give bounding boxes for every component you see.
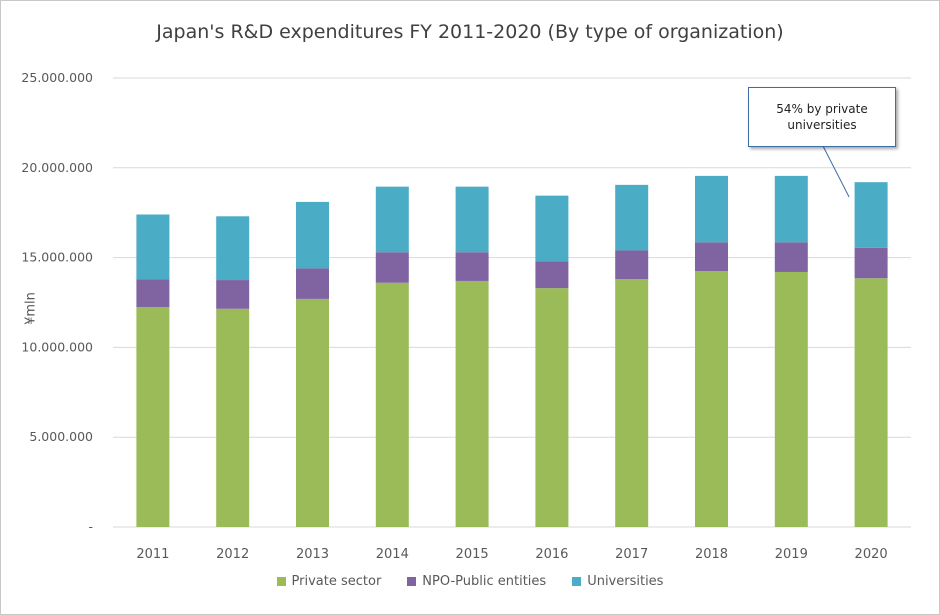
- bar-npo-public-entities-2014: [375, 252, 409, 283]
- bar-npo-public-entities-2017: [615, 250, 649, 280]
- bar-private-sector-2020: [854, 278, 888, 527]
- legend: Private sector NPO-Public entities Unive…: [1, 574, 939, 589]
- bar-universities-2013: [296, 201, 329, 269]
- legend-label-universities: Universities: [587, 574, 664, 589]
- legend-swatch-npo-public: [407, 577, 417, 586]
- x-tick-label: 2016: [535, 547, 568, 562]
- bar-npo-public-entities-2016: [535, 261, 569, 289]
- bar-npo-public-entities-2012: [216, 280, 250, 309]
- bar-universities-2020: [854, 182, 888, 248]
- bar-private-sector-2013: [296, 298, 329, 527]
- chart-title: Japan's R&D expenditures FY 2011-2020 (B…: [156, 21, 784, 43]
- bar-universities-2019: [774, 175, 808, 243]
- bar-private-sector-2012: [216, 308, 250, 527]
- x-tick-label: 2015: [456, 547, 489, 562]
- bar-universities-2016: [535, 195, 569, 262]
- y-tick-label: -: [88, 519, 93, 534]
- legend-swatch-private-sector: [276, 577, 286, 586]
- x-tick-label: 2013: [296, 547, 329, 562]
- x-tick-label: 2020: [855, 547, 888, 562]
- x-tick-label: 2012: [216, 547, 249, 562]
- bar-private-sector-2016: [535, 288, 569, 527]
- bar-private-sector-2014: [375, 282, 409, 527]
- x-tick-label: 2017: [615, 547, 648, 562]
- y-tick-label: 15.000.000: [21, 250, 93, 265]
- bar-private-sector-2018: [695, 271, 728, 527]
- bar-universities-2018: [695, 175, 728, 243]
- bar-private-sector-2017: [615, 279, 649, 527]
- x-tick-label: 2014: [376, 547, 409, 562]
- legend-item-npo-public: NPO-Public entities: [407, 574, 546, 589]
- bar-universities-2014: [375, 186, 409, 253]
- legend-item-universities: Universities: [572, 574, 663, 589]
- bar-universities-2017: [615, 184, 649, 251]
- bar-universities-2015: [455, 186, 489, 253]
- callout-text: 54% by private universities: [776, 102, 868, 132]
- legend-swatch-universities: [572, 577, 582, 586]
- bar-universities-2011: [136, 214, 170, 280]
- y-tick-label: 5.000.000: [29, 429, 93, 444]
- x-tick-label: 2019: [775, 547, 808, 562]
- bar-npo-public-entities-2015: [455, 252, 489, 281]
- y-tick-label: 25.000.000: [21, 70, 93, 85]
- callout-pointer: [822, 145, 850, 198]
- callout-annotation: 54% by private universities: [748, 87, 896, 147]
- legend-label-private-sector: Private sector: [291, 574, 382, 589]
- bar-npo-public-entities-2018: [695, 242, 728, 272]
- bar-universities-2012: [216, 216, 250, 281]
- bar-npo-public-entities-2013: [296, 268, 329, 299]
- y-tick-label: 20.000.000: [21, 160, 93, 175]
- bar-private-sector-2011: [136, 306, 170, 527]
- bar-private-sector-2015: [455, 280, 489, 527]
- y-tick-label: 10.000.000: [21, 339, 93, 354]
- bar-npo-public-entities-2019: [774, 242, 808, 272]
- x-tick-label: 2018: [695, 547, 728, 562]
- bar-npo-public-entities-2011: [136, 279, 170, 307]
- x-tick-label: 2011: [136, 547, 169, 562]
- legend-item-private-sector: Private sector: [276, 574, 382, 589]
- legend-label-npo-public: NPO-Public entities: [422, 574, 547, 589]
- bar-private-sector-2019: [774, 271, 808, 527]
- bar-npo-public-entities-2020: [854, 247, 888, 279]
